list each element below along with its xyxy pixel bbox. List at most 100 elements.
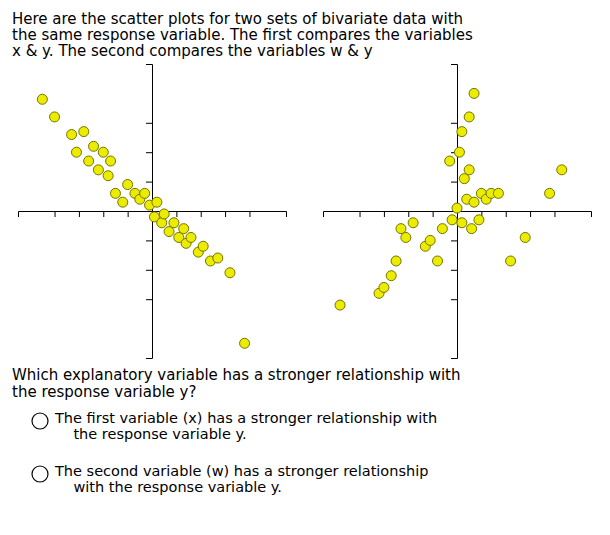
x-tick-mark: [530, 211, 531, 217]
y-tick-mark: [451, 182, 457, 183]
y-axis: [146, 65, 153, 359]
x-tick-mark: [128, 211, 129, 217]
x-tick-mark: [408, 211, 409, 217]
scatter-point: [506, 256, 516, 266]
scatter-point: [457, 127, 467, 137]
x-tick-mark: [79, 211, 80, 217]
scatter-point: [545, 188, 555, 198]
x-tick: [249, 211, 250, 217]
scatter-point: [67, 130, 77, 140]
question-line: Which explanatory variable has a stronge…: [12, 366, 461, 384]
scatter-point: [447, 215, 457, 225]
scatter-point: [469, 197, 479, 207]
scatter-point: [93, 165, 103, 175]
y-tick: [451, 182, 457, 183]
scatter-point: [198, 241, 208, 251]
x-tick-mark: [384, 211, 385, 217]
x-tick-mark: [554, 211, 555, 217]
y-tick: [451, 240, 457, 241]
x-tick-mark: [55, 211, 56, 217]
scatter-point: [557, 165, 567, 175]
y-tick: [146, 240, 152, 241]
scatter-point: [408, 218, 418, 228]
x-tick-mark: [103, 211, 104, 217]
scatter-point: [469, 88, 479, 98]
x-tick: [433, 211, 434, 217]
x-tick-mark: [360, 211, 361, 217]
scatter-point: [445, 156, 455, 166]
scatter-point: [89, 141, 99, 151]
y-tick-mark: [146, 182, 152, 183]
scatter-point: [123, 180, 133, 190]
x-tick: [554, 211, 555, 217]
question-line: the response variable y?: [12, 383, 196, 401]
scatter-point: [386, 271, 396, 281]
radio-button: [32, 466, 48, 482]
option-line: with the response variable y.: [55, 479, 282, 495]
x-tick-mark: [249, 211, 250, 217]
scatter-point: [37, 94, 47, 104]
y-tick-mark: [451, 299, 457, 300]
y-tick-mark: [146, 299, 152, 300]
option-line: The second variable (w) has a stronger r…: [54, 463, 428, 479]
scatter-point: [140, 188, 150, 198]
y-tick: [146, 152, 152, 153]
y-tick: [146, 123, 152, 124]
scatter-point: [118, 197, 128, 207]
x-tick: [55, 211, 56, 217]
x-tick: [408, 211, 409, 217]
scatter-point: [520, 232, 530, 242]
scatter-point: [179, 224, 189, 234]
y-tick-mark: [451, 270, 457, 271]
x-tick: [103, 211, 104, 217]
scatter-point: [98, 147, 108, 157]
x-tick-mark: [201, 211, 202, 217]
scatter-point: [379, 282, 389, 292]
scatter-point: [452, 203, 462, 213]
scatter-point: [474, 215, 484, 225]
scatter-point: [454, 147, 464, 157]
scatter-point: [493, 188, 503, 198]
y-tick: [146, 299, 152, 300]
option-line: the response variable y.: [55, 426, 247, 442]
scatter-point: [186, 232, 196, 242]
scatter-point: [464, 165, 474, 175]
radio-button: [32, 413, 48, 429]
chart-canvas: Here are the scatter plots for two sets …: [0, 0, 610, 535]
scatter-point: [464, 112, 474, 122]
x-tick-mark: [506, 211, 507, 217]
scatter-point: [110, 188, 120, 198]
scatter-point: [50, 112, 60, 122]
x-tick: [506, 211, 507, 217]
scatter-point: [401, 232, 411, 242]
scatter-point: [335, 300, 345, 310]
y-tick: [451, 270, 457, 271]
scatter-point: [433, 256, 443, 266]
y-tick-mark: [146, 123, 152, 124]
scatter-point: [159, 209, 169, 219]
y-tick-mark: [146, 240, 152, 241]
scatter-point: [79, 127, 89, 137]
scatter-point: [437, 224, 447, 234]
plot-area: [324, 65, 592, 359]
scatter-point: [213, 253, 223, 263]
y-axis-line: [146, 65, 153, 359]
scatter-point: [425, 235, 435, 245]
y-tick: [146, 182, 152, 183]
y-tick-mark: [451, 240, 457, 241]
x-tick: [530, 211, 531, 217]
scatter-point: [106, 156, 116, 166]
plot-area: [19, 65, 287, 359]
scatter-point: [467, 224, 477, 234]
x-tick-mark: [176, 211, 177, 217]
x-tick: [384, 211, 385, 217]
y-tick-mark: [146, 152, 152, 153]
y-tick: [451, 299, 457, 300]
scatter-point: [225, 268, 235, 278]
x-tick-mark: [433, 211, 434, 217]
scatter-point: [391, 256, 401, 266]
points: [335, 88, 567, 310]
x-tick: [225, 211, 226, 217]
x-tick-mark: [225, 211, 226, 217]
x-tick: [128, 211, 129, 217]
